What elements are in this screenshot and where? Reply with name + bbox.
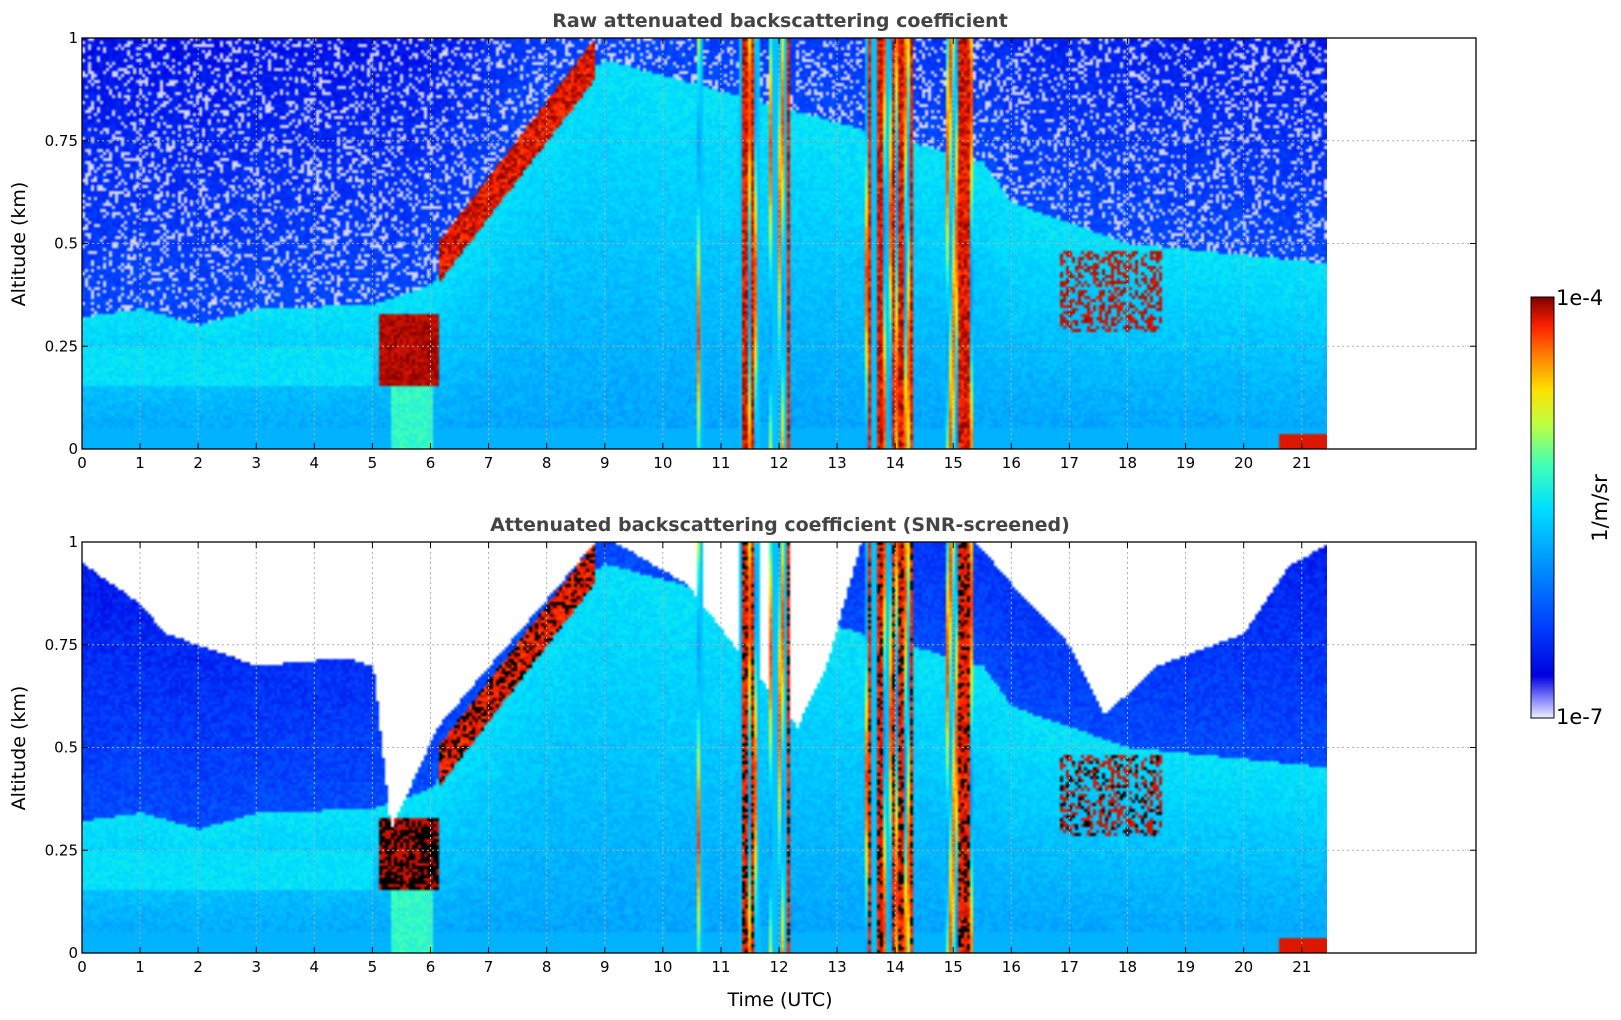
x-tick-label: 19 [1176,454,1195,472]
y-axis-ticks: 0 0.25 0.5 0.75 1 [45,29,1476,458]
panel-title: Attenuated backscattering coefficient (S… [490,514,1070,536]
x-tick-label: 19 [1176,958,1195,976]
x-tick-label: 6 [426,958,436,976]
x-tick-label: 14 [886,958,905,976]
x-tick-label: 13 [828,454,847,472]
colorbar-gradient [1530,296,1555,719]
x-tick-label: 12 [769,958,788,976]
x-tick-label: 8 [542,958,552,976]
colorbar-units-label: 1/m/sr [1588,474,1612,542]
raw-backscatter-panel: Raw attenuated backscattering coefficien… [8,10,1477,472]
x-tick-label: 5 [368,454,378,472]
x-tick-label: 7 [484,454,494,472]
x-axis-ticks: 0 1 2 3 4 5 6 7 8 9 10 11 12 13 14 15 16 17 18 19 20 21 [77,38,1311,472]
x-tick-label: 20 [1234,958,1253,976]
y-axis-label: Altitude (km) [8,182,30,307]
x-tick-label: 16 [1002,454,1021,472]
y-tick-label: 0 [68,944,78,962]
x-tick-label: 20 [1234,454,1253,472]
x-tick-label: 3 [251,958,261,976]
y-tick-label: 0 [68,440,78,458]
y-axis-label: Altitude (km) [8,686,30,811]
x-tick-label: 9 [600,454,610,472]
x-tick-label: 15 [944,958,963,976]
y-tick-label: 0.75 [45,636,78,654]
x-tick-label: 13 [828,958,847,976]
y-tick-label: 0.25 [45,337,78,355]
x-tick-label: 8 [542,454,552,472]
x-tick-label: 6 [426,454,436,472]
x-tick-label: 17 [1060,958,1079,976]
colorbar-max-label: 1e-4 [1556,286,1603,310]
x-tick-label: 2 [193,958,203,976]
x-tick-label: 4 [310,454,320,472]
y-tick-label: 0.75 [45,132,78,150]
y-axis-ticks: 0 0.25 0.5 0.75 1 [45,533,1476,962]
grid-lines [82,38,1476,449]
x-tick-label: 15 [944,454,963,472]
x-tick-label: 9 [600,958,610,976]
x-tick-label: 1 [135,454,145,472]
x-tick-label: 17 [1060,454,1079,472]
x-tick-label: 18 [1118,958,1137,976]
x-tick-label: 12 [769,454,788,472]
colorbar-min-label: 1e-7 [1556,705,1603,729]
x-tick-label: 10 [653,454,672,472]
x-tick-label: 0 [77,958,87,976]
x-tick-label: 21 [1292,958,1311,976]
backscatter-heatmap [82,38,1327,449]
backscatter-heatmap [82,542,1327,953]
x-tick-label: 21 [1292,454,1311,472]
x-tick-label: 0 [77,454,87,472]
x-tick-label: 14 [886,454,905,472]
y-tick-label: 0.5 [54,235,78,253]
x-tick-label: 7 [484,958,494,976]
y-tick-label: 1 [68,29,78,47]
panel-title: Raw attenuated backscattering coefficien… [552,10,1008,32]
x-tick-label: 3 [251,454,261,472]
x-tick-label: 11 [711,958,730,976]
x-tick-label: 10 [653,958,672,976]
colorbar: 1e-4 1e-7 1/m/sr [1530,286,1612,729]
screened-backscatter-panel: Attenuated backscattering coefficient (S… [8,514,1477,1011]
y-tick-label: 1 [68,533,78,551]
x-axis-label: Time (UTC) [726,989,832,1011]
x-tick-label: 1 [135,958,145,976]
x-tick-label: 18 [1118,454,1137,472]
x-tick-label: 11 [711,454,730,472]
y-tick-label: 0.25 [45,841,78,859]
y-tick-label: 0.5 [54,739,78,757]
grid-lines [82,542,1476,953]
x-tick-label: 4 [310,958,320,976]
x-axis-ticks: 0 1 2 3 4 5 6 7 8 9 10 11 12 13 14 15 16 17 18 19 20 21 [77,542,1311,976]
x-tick-label: 2 [193,454,203,472]
x-tick-label: 5 [368,958,378,976]
x-tick-label: 16 [1002,958,1021,976]
